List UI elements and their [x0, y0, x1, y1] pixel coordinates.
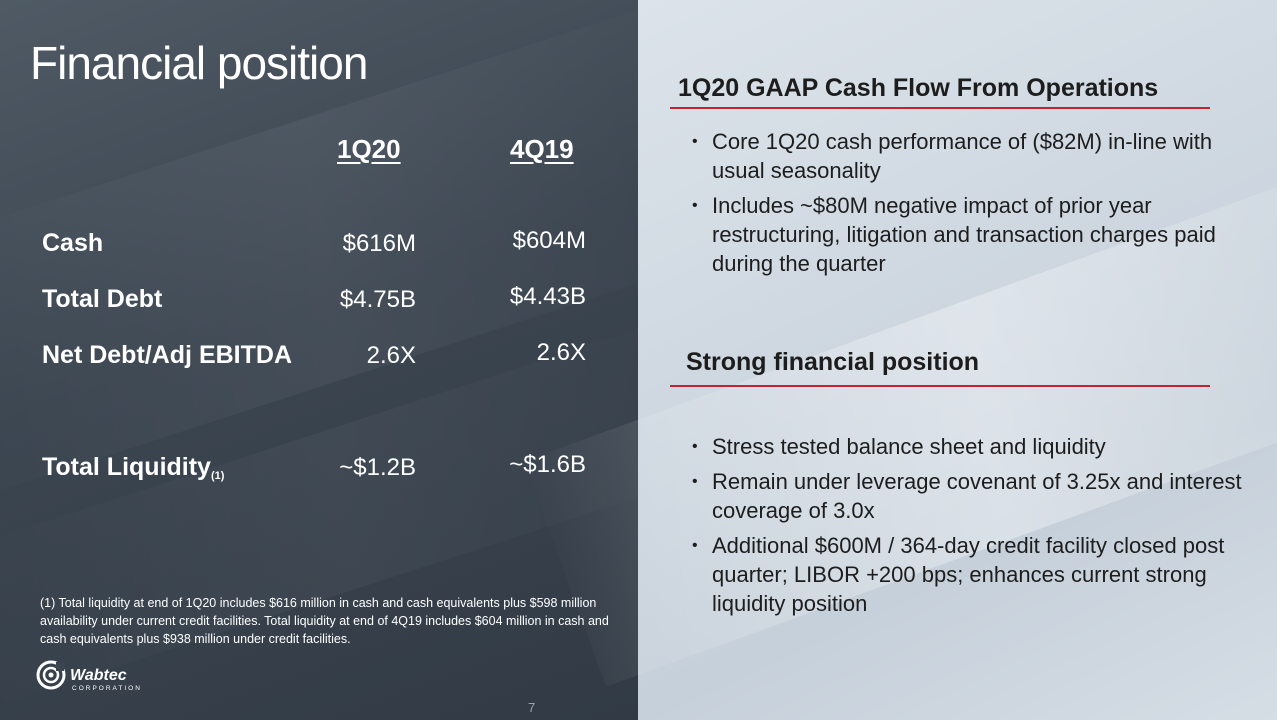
right-panel — [524, 0, 1277, 720]
logo-subtitle: CORPORATION — [72, 685, 142, 692]
wabtec-logo-icon — [36, 660, 66, 690]
bullet-text: Core 1Q20 cash performance of ($82M) in-… — [712, 129, 1213, 183]
page-number: 7 — [528, 700, 536, 715]
financial-position-bullet-list: • Stress tested balance sheet and liquidi… — [690, 432, 1250, 624]
section-divider — [670, 107, 1210, 109]
logo-wordmark: Wabtec — [70, 667, 127, 684]
section-title-cash-flow: 1Q20 GAAP Cash Flow From Operations — [678, 74, 1159, 102]
cell-cash-1q20: $616M — [342, 230, 416, 257]
list-item: • Includes ~$80M negative impact of prior… — [690, 191, 1250, 278]
bullet-text: Stress tested balance sheet and liquidit… — [712, 434, 1106, 459]
section-title-financial-position: Strong financial position — [686, 348, 980, 376]
bullet-icon: • — [692, 133, 698, 150]
bullet-text: Remain under leverage covenant of 3.25x … — [712, 469, 1242, 523]
bullet-text: Includes ~$80M negative impact of prior … — [712, 193, 1216, 276]
cell-liquidity-1q20: ~$1.2B — [339, 454, 416, 481]
cell-debt-1q20: $4.75B — [339, 286, 416, 313]
cell-leverage-1q20: 2.6X — [366, 342, 416, 369]
company-logo: Wabtec CORPORATION — [36, 660, 146, 694]
bullet-icon: • — [692, 473, 698, 490]
list-item: • Additional $600M / 364-day credit facil… — [690, 531, 1250, 618]
bullet-text: Additional $600M / 364-day credit facili… — [712, 533, 1225, 616]
cash-flow-bullet-list: • Core 1Q20 cash performance of ($82M) in… — [690, 127, 1250, 284]
bullet-icon: • — [692, 438, 698, 455]
bullet-icon: • — [692, 537, 698, 554]
footnote-ref: (1) — [210, 470, 225, 482]
section-divider — [670, 385, 1210, 387]
cell-cash-4q19: $604M — [512, 227, 586, 254]
list-item: • Core 1Q20 cash performance of ($82M) in… — [690, 127, 1250, 185]
column-header-4q19: 4Q19 — [510, 134, 574, 164]
bullet-icon: • — [692, 197, 698, 214]
cell-leverage-4q19: 2.6X — [536, 339, 586, 366]
row-label-cash: Cash — [42, 229, 104, 257]
row-label-net-debt-ebitda: Net Debt/Adj EBITDA — [42, 341, 292, 369]
row-label-total-debt: Total Debt — [42, 285, 163, 313]
footnote-text: (1) Total liquidity at end of 1Q20 inclu… — [40, 596, 609, 646]
row-label-text: Total Liquidity — [42, 453, 211, 481]
left-panel — [0, 0, 741, 720]
cell-debt-4q19: $4.43B — [509, 283, 586, 310]
slide-title: Financial position — [30, 37, 368, 89]
list-item: • Remain under leverage covenant of 3.25x… — [690, 467, 1250, 525]
list-item: • Stress tested balance sheet and liquidi… — [690, 432, 1250, 461]
cell-liquidity-4q19: ~$1.6B — [509, 451, 586, 478]
row-label-total-liquidity: Total Liquidity(1) — [42, 453, 224, 482]
column-header-1q20: 1Q20 — [337, 134, 401, 164]
